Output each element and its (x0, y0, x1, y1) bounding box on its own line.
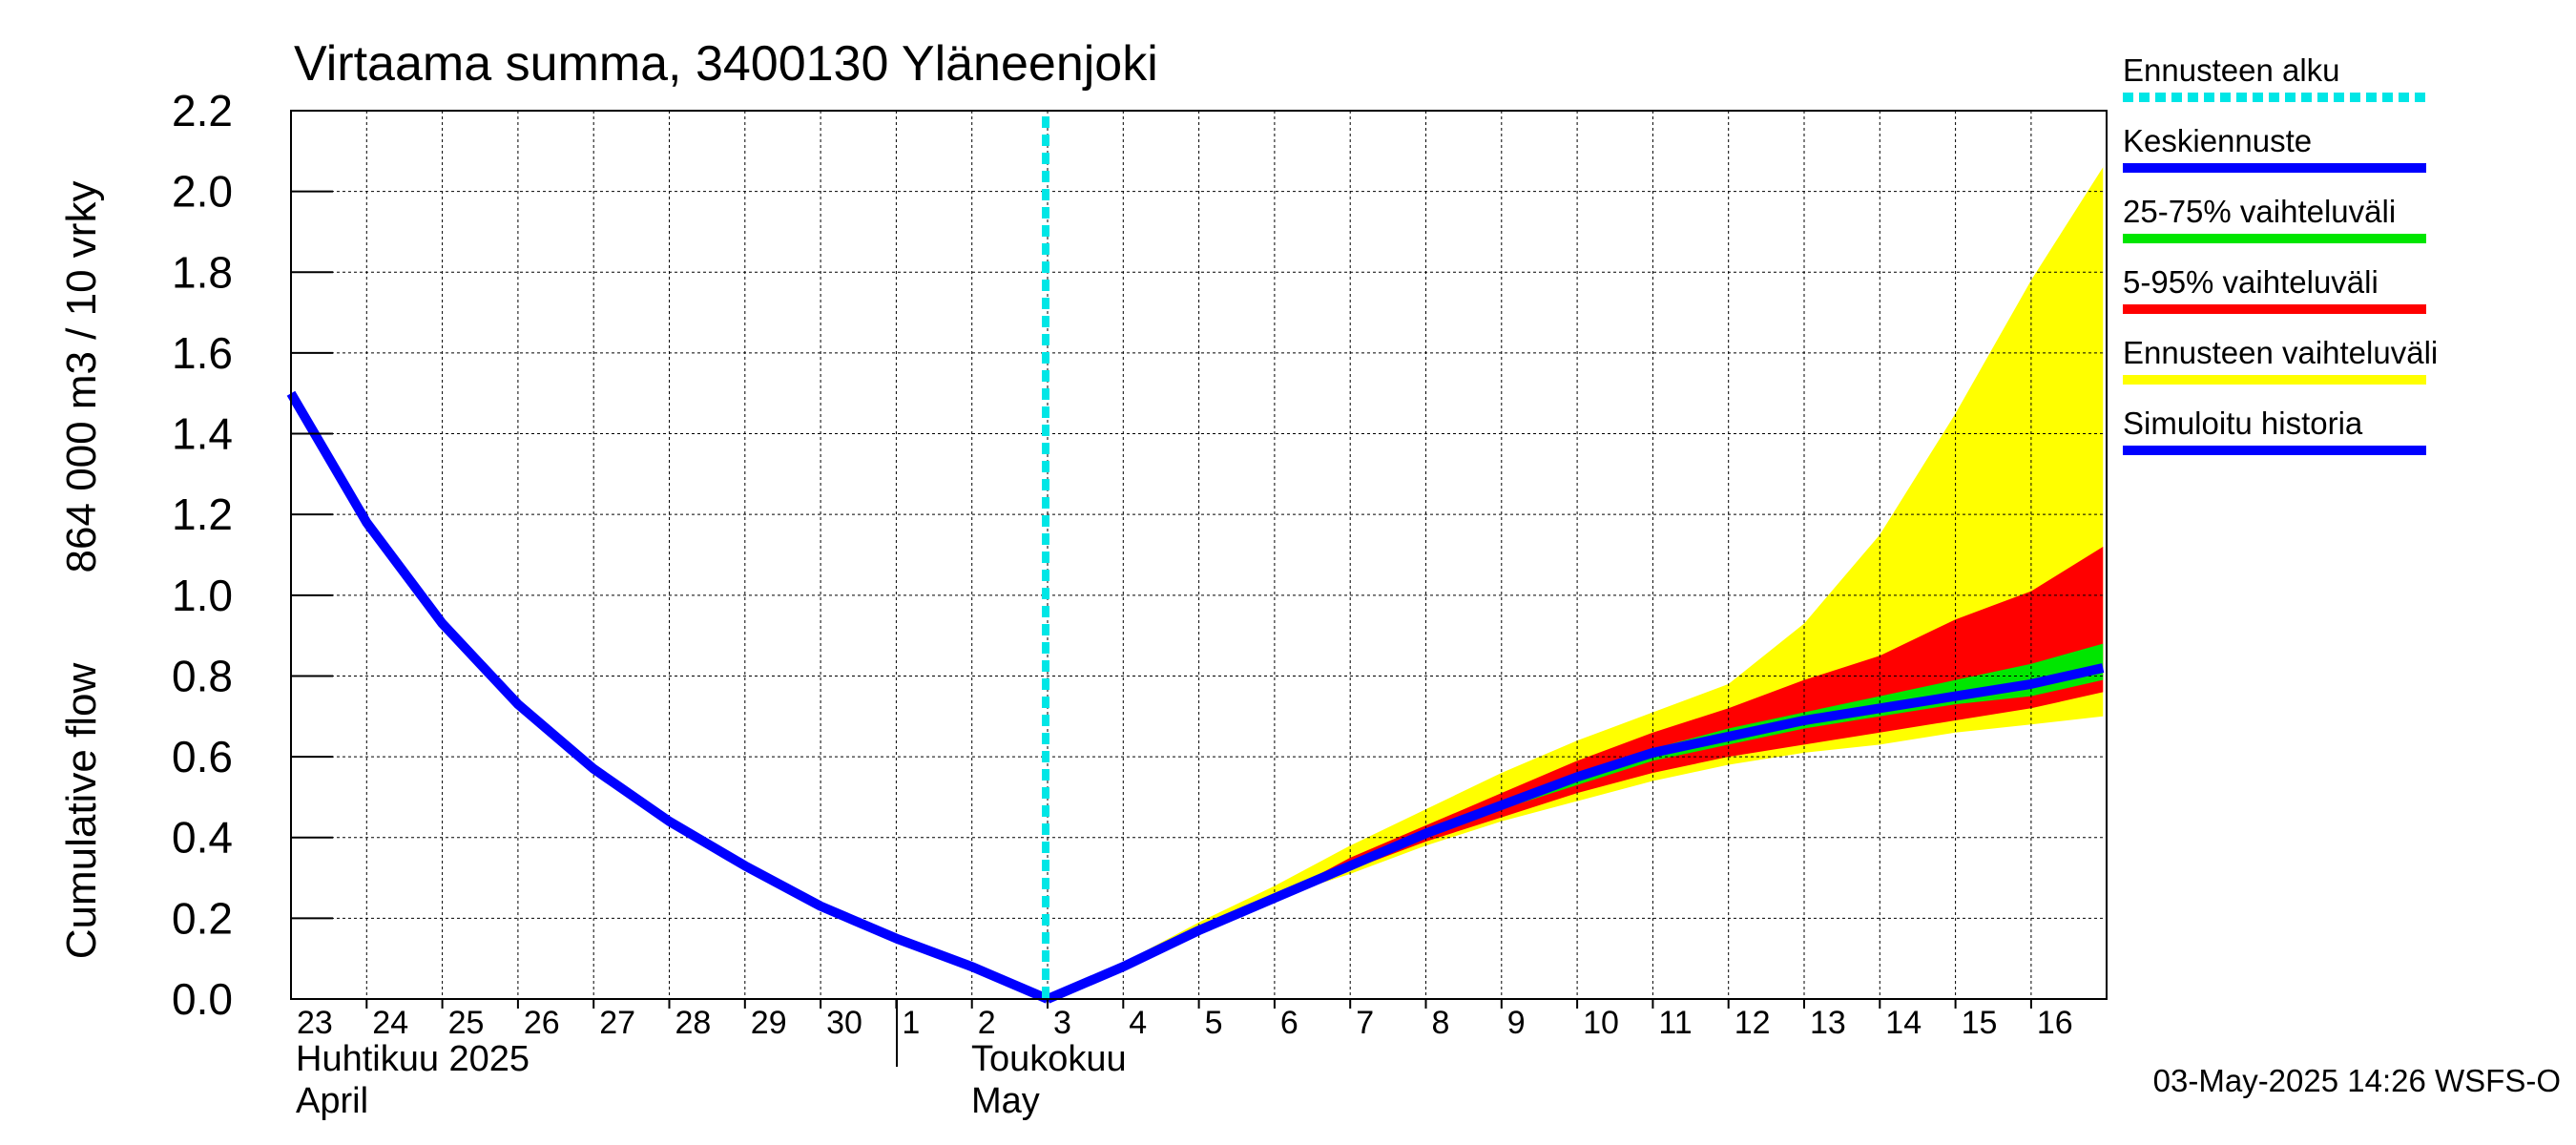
x-tick-label: 16 (2037, 1005, 2073, 1041)
y-tick-label: 1.8 (172, 247, 233, 297)
y-tick-label: 2.2 (172, 86, 233, 135)
y-tick-label: 2.0 (172, 167, 233, 217)
x-tick-label: 11 (1658, 1005, 1692, 1041)
y-tick-label: 1.2 (172, 489, 233, 539)
footer-timestamp: 03-May-2025 14:26 WSFS-O (2153, 1063, 2561, 1098)
x-tick-label: 5 (1205, 1005, 1223, 1041)
x-tick-label: 24 (372, 1005, 408, 1041)
x-axis: 23 24 25 26 27 28 29 30 1 2 3 4 5 6 7 8 9 10 11 12 13 14 15 16 (297, 999, 2073, 1041)
x-tick-label: 7 (1356, 1005, 1374, 1041)
legend-label: Ennusteen vaihteluväli (2123, 335, 2438, 370)
x-tick-label: 8 (1432, 1005, 1450, 1041)
x-tick-label: 30 (826, 1005, 862, 1041)
y-tick-label: 1.4 (172, 409, 233, 459)
legend: Ennusteen alku Keskiennuste 25-75% vaihtel… (2123, 52, 2438, 455)
band-25-75 (1048, 643, 2104, 999)
series-simulated-history (286, 390, 1049, 1004)
x-tick-label: 25 (448, 1005, 485, 1041)
y-tick-label: 0.0 (172, 974, 233, 1024)
month-label-april-fi: Huhtikuu 2025 (296, 1039, 530, 1079)
x-tick-label: 14 (1885, 1005, 1922, 1041)
month-label-may-fi: Toukokuu (971, 1039, 1127, 1079)
x-tick-label: 15 (1962, 1005, 1998, 1041)
x-tick-label: 6 (1280, 1005, 1298, 1041)
x-tick-label: 2 (978, 1005, 996, 1041)
y-tick-label: 0.4 (172, 813, 233, 863)
month-label-may-en: May (971, 1081, 1040, 1121)
y-tick-label: 0.2 (172, 893, 233, 943)
month-label-april-en: April (296, 1081, 368, 1121)
legend-label: Ennusteen alku (2123, 52, 2340, 88)
legend-label: 5-95% vaihteluväli (2123, 264, 2379, 300)
y-axis-label-line2: 864 000 m3 / 10 vrky (58, 181, 105, 573)
series-mean-forecast (1046, 663, 2105, 1004)
x-tick-label: 4 (1129, 1005, 1147, 1041)
y-tick-label: 1.6 (172, 328, 233, 378)
y-tick-label: 0.8 (172, 651, 233, 700)
legend-label: Keskiennuste (2123, 123, 2312, 158)
x-tick-label: 9 (1507, 1005, 1526, 1041)
x-tick-label: 29 (751, 1005, 787, 1041)
x-tick-label: 28 (675, 1005, 712, 1041)
band-full-range (1048, 167, 2104, 999)
legend-label: 25-75% vaihteluväli (2123, 194, 2396, 229)
x-tick-label: 10 (1583, 1005, 1619, 1041)
chart-title: Virtaama summa, 3400130 Yläneenjoki (294, 36, 1158, 92)
x-tick-label: 12 (1735, 1005, 1771, 1041)
x-tick-label: 23 (297, 1005, 333, 1041)
y-tick-label: 0.6 (172, 732, 233, 781)
series-lines (286, 116, 2105, 1004)
x-tick-label: 26 (524, 1005, 560, 1041)
y-axis: 0.0 0.2 0.4 0.6 0.8 1.0 1.2 1.4 1.6 1.8 2.0 2.2 (172, 86, 333, 1024)
y-tick-label: 1.0 (172, 571, 233, 620)
legend-label: Simuloitu historia (2123, 406, 2363, 441)
x-tick-label: 3 (1053, 1005, 1071, 1041)
y-axis-label-line1: Cumulative flow (58, 663, 105, 960)
grid (291, 111, 2107, 999)
x-tick-label: 13 (1810, 1005, 1846, 1041)
x-tick-label: 1 (902, 1005, 920, 1041)
x-tick-label: 27 (599, 1005, 635, 1041)
